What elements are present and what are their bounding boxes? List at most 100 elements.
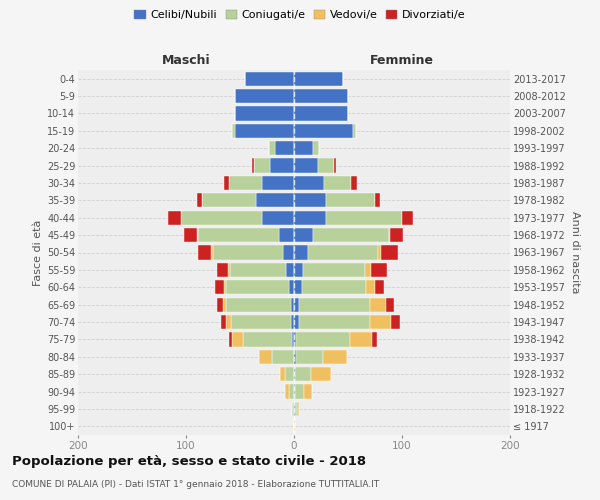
Bar <box>318 158 334 172</box>
Bar <box>323 350 347 364</box>
Bar <box>365 263 371 277</box>
Bar <box>289 384 294 398</box>
Bar <box>224 280 226 294</box>
Bar <box>294 384 295 398</box>
Bar <box>232 332 243 346</box>
Bar <box>372 332 377 346</box>
Bar <box>228 263 230 277</box>
Bar <box>326 193 375 208</box>
Bar <box>370 315 391 329</box>
Bar <box>294 350 296 364</box>
Bar <box>296 350 323 364</box>
Bar <box>256 193 294 208</box>
Bar <box>272 350 294 364</box>
Bar <box>294 246 308 260</box>
Bar <box>254 158 270 172</box>
Bar <box>311 367 331 382</box>
Bar <box>324 176 351 190</box>
Bar <box>294 419 295 434</box>
Bar <box>280 367 286 382</box>
Bar <box>334 158 336 172</box>
Bar <box>294 315 299 329</box>
Bar <box>294 367 295 382</box>
Bar <box>221 315 226 329</box>
Bar <box>313 228 389 242</box>
Bar <box>167 210 181 225</box>
Bar <box>294 89 348 103</box>
Bar <box>295 367 311 382</box>
Bar <box>286 263 294 277</box>
Bar <box>211 246 213 260</box>
Bar <box>294 280 302 294</box>
Bar <box>295 384 304 398</box>
Bar <box>294 228 313 242</box>
Bar <box>262 210 294 225</box>
Bar <box>371 263 387 277</box>
Bar <box>213 246 283 260</box>
Bar <box>294 124 353 138</box>
Bar <box>286 384 289 398</box>
Bar <box>202 193 256 208</box>
Bar <box>351 176 356 190</box>
Bar <box>294 106 348 120</box>
Bar <box>294 210 326 225</box>
Bar <box>390 228 403 242</box>
Bar <box>367 280 375 294</box>
Bar <box>294 176 324 190</box>
Bar <box>269 141 275 156</box>
Bar <box>391 315 400 329</box>
Bar <box>232 124 235 138</box>
Bar <box>226 315 232 329</box>
Bar <box>294 332 296 346</box>
Bar <box>302 280 367 294</box>
Bar <box>308 246 378 260</box>
Bar <box>294 263 302 277</box>
Text: Maschi: Maschi <box>161 54 211 68</box>
Bar <box>291 298 294 312</box>
Bar <box>235 89 294 103</box>
Bar <box>402 210 413 225</box>
Bar <box>217 263 228 277</box>
Bar <box>294 158 318 172</box>
Bar <box>270 158 294 172</box>
Bar <box>292 332 294 346</box>
Bar <box>382 246 398 260</box>
Bar <box>230 263 286 277</box>
Bar <box>283 246 294 260</box>
Bar <box>235 124 294 138</box>
Bar <box>378 246 382 260</box>
Bar <box>226 298 291 312</box>
Bar <box>295 402 297 416</box>
Bar <box>294 402 295 416</box>
Bar <box>275 141 294 156</box>
Bar <box>353 124 356 138</box>
Bar <box>229 332 232 346</box>
Bar <box>291 315 294 329</box>
Bar <box>229 176 262 190</box>
Bar <box>294 141 313 156</box>
Bar <box>313 141 319 156</box>
Bar <box>198 228 279 242</box>
Bar <box>289 280 294 294</box>
Bar <box>292 402 294 416</box>
Text: COMUNE DI PALAIA (PI) - Dati ISTAT 1° gennaio 2018 - Elaborazione TUTTITALIA.IT: COMUNE DI PALAIA (PI) - Dati ISTAT 1° ge… <box>12 480 379 489</box>
Bar <box>184 228 197 242</box>
Bar <box>350 332 372 346</box>
Text: Popolazione per età, sesso e stato civile - 2018: Popolazione per età, sesso e stato civil… <box>12 455 366 468</box>
Bar <box>297 402 299 416</box>
Bar <box>294 193 326 208</box>
Bar <box>215 280 224 294</box>
Bar <box>389 228 390 242</box>
Bar <box>235 106 294 120</box>
Bar <box>294 72 343 86</box>
Bar <box>304 384 313 398</box>
Y-axis label: Anni di nascita: Anni di nascita <box>570 211 580 294</box>
Bar <box>245 72 294 86</box>
Bar <box>326 210 402 225</box>
Y-axis label: Fasce di età: Fasce di età <box>32 220 43 286</box>
Legend: Celibi/Nubili, Coniugati/e, Vedovi/e, Divorziati/e: Celibi/Nubili, Coniugati/e, Vedovi/e, Di… <box>130 6 470 25</box>
Bar <box>243 332 292 346</box>
Bar <box>286 367 294 382</box>
Bar <box>294 298 299 312</box>
Bar <box>217 298 223 312</box>
